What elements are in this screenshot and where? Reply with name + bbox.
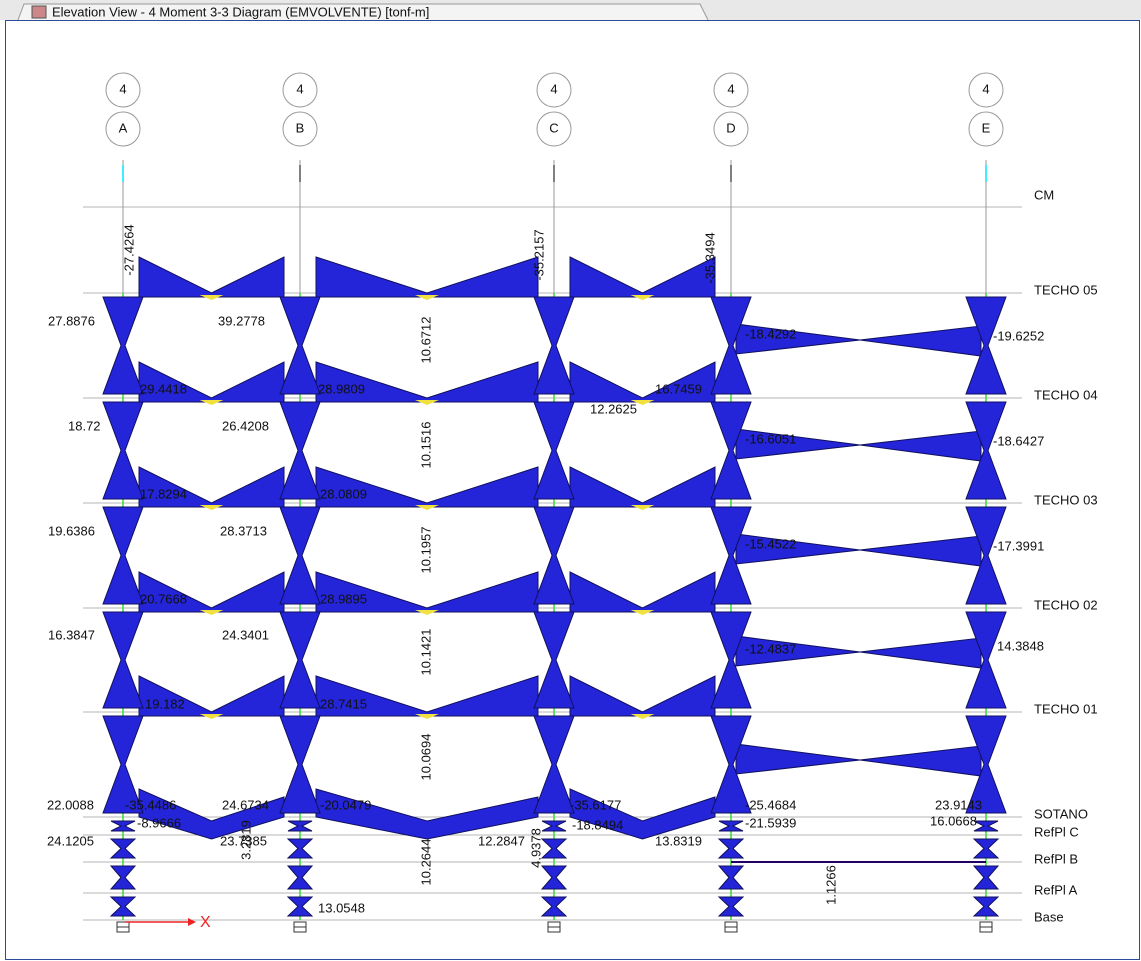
moment-label: -18.8494 (572, 817, 623, 832)
level-label: TECHO 05 (1034, 282, 1098, 297)
moment-label: 16.0668 (930, 813, 977, 828)
moment-label: 14.3848 (997, 638, 1044, 653)
tab-icon (32, 6, 46, 18)
moment-label: 24.6734 (222, 797, 269, 812)
moment-label: 26.4208 (222, 418, 269, 433)
moment-label: 13.8319 (655, 833, 702, 848)
level-label: SOTANO (1034, 806, 1088, 821)
bubble-letter: C (549, 120, 558, 135)
x-axis-label: X (200, 914, 211, 931)
moment-label: -15.4522 (745, 536, 796, 551)
bubble-letter: E (982, 120, 991, 135)
moment-label: 12.2625 (590, 401, 637, 416)
moment-label-vertical: 10.2644 (418, 839, 433, 886)
moment-label: -16.6051 (745, 431, 796, 446)
moment-label: 16.3847 (48, 627, 95, 642)
moment-label: -25.4684 (745, 797, 796, 812)
moment-label: 28.3713 (220, 523, 267, 538)
bubble-number: 4 (982, 81, 989, 96)
moment-label: 17.8294 (140, 486, 187, 501)
moment-label: -8.9666 (137, 815, 181, 830)
moment-label: -19.6252 (993, 328, 1044, 343)
moment-label: 28.0809 (320, 486, 367, 501)
moment-label: 13.0548 (318, 900, 365, 915)
moment-label: 19.6386 (48, 523, 95, 538)
moment-label: 28.9809 (318, 381, 365, 396)
elevation-window: Elevation View - 4 Moment 3-3 Diagram (E… (0, 0, 1141, 961)
bubble-number: 4 (119, 81, 126, 96)
level-label: RefPl C (1034, 824, 1079, 839)
level-label: TECHO 03 (1034, 492, 1098, 507)
moment-label: 23.9143 (935, 797, 982, 812)
moment-label: 18.72 (68, 418, 101, 433)
moment-label: -18.6427 (993, 433, 1044, 448)
level-label: Base (1034, 909, 1064, 924)
moment-label-vertical: 10.0694 (418, 734, 433, 781)
moment-label-vertical: 10.1421 (418, 629, 433, 676)
bubble-number: 4 (727, 81, 734, 96)
moment-label: 28.7415 (320, 696, 367, 711)
moment-label: 22.0088 (47, 797, 94, 812)
moment-label: 39.2778 (218, 313, 265, 328)
moment-label: 16.7459 (655, 381, 702, 396)
moment-label-vertical: -27.4264 (121, 224, 136, 275)
level-label: TECHO 04 (1034, 387, 1098, 402)
tab-title[interactable]: Elevation View - 4 Moment 3-3 Diagram (E… (52, 4, 429, 19)
moment-label: 29.4418 (140, 381, 187, 396)
level-label: TECHO 02 (1034, 597, 1098, 612)
moment-label: 20.7668 (140, 591, 187, 606)
moment-label-vertical: -35.2157 (531, 229, 546, 280)
moment-label: -20.0479 (320, 797, 371, 812)
moment-label-vertical: 10.6712 (418, 317, 433, 364)
bubble-letter: A (119, 120, 128, 135)
moment-label-vertical: -35.3494 (702, 232, 717, 283)
moment-label: 27.8876 (48, 313, 95, 328)
moment-label-vertical: 1.1266 (823, 865, 838, 905)
level-label: RefPl A (1034, 882, 1078, 897)
moment-label: 24.1205 (47, 833, 94, 848)
moment-label-vertical: 10.1957 (418, 527, 433, 574)
level-label: RefPl B (1034, 851, 1078, 866)
moment-label: 12.2847 (478, 833, 525, 848)
bubble-letter: D (726, 120, 735, 135)
moment-label: -21.5939 (745, 815, 796, 830)
bubble-number: 4 (296, 81, 303, 96)
level-label: CM (1034, 187, 1054, 202)
moment-label: -35.4486 (125, 797, 176, 812)
moment-label: -17.3991 (993, 538, 1044, 553)
bubble-number: 4 (550, 81, 557, 96)
level-label: TECHO 01 (1034, 701, 1098, 716)
moment-label: 28.9895 (320, 591, 367, 606)
moment-label-vertical: 10.1516 (418, 422, 433, 469)
moment-label: 24.3401 (222, 627, 269, 642)
moment-label: 19.182 (145, 696, 185, 711)
moment-label: -12.4837 (745, 641, 796, 656)
moment-label-vertical: 4.9378 (528, 828, 543, 868)
moment-label-vertical: 3.2819 (238, 820, 253, 860)
moment-label: -35.6177 (570, 797, 621, 812)
moment-label: -18.4292 (745, 326, 796, 341)
bubble-letter: B (296, 120, 305, 135)
